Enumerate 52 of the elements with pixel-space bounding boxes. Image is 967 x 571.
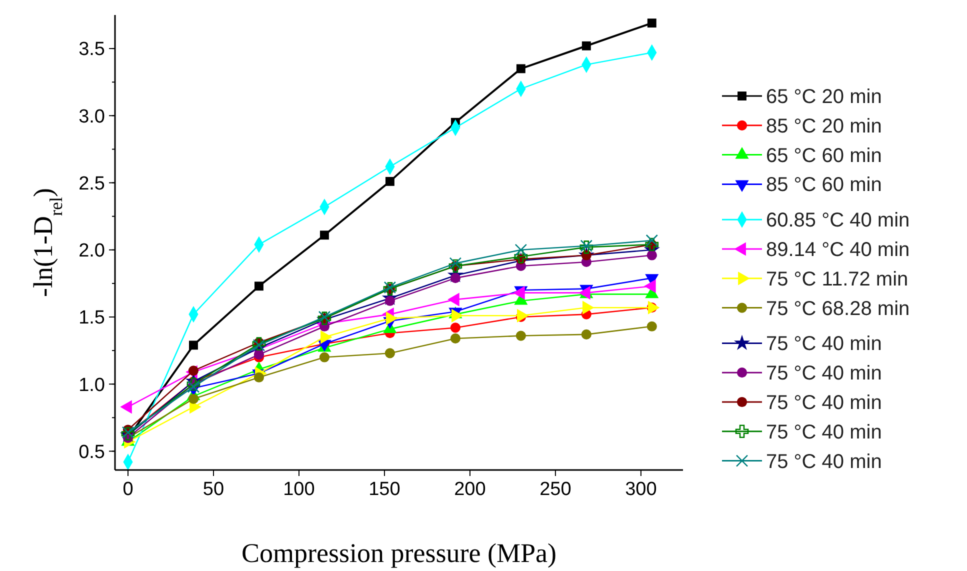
x-tick-label: 100 <box>283 479 315 500</box>
point <box>647 18 656 28</box>
point <box>581 329 592 340</box>
x-axis-title: Compression pressure (MPa) <box>242 538 556 568</box>
point <box>189 340 198 350</box>
point <box>514 250 528 264</box>
legend-label: 75 °C 68.28 min <box>766 298 910 320</box>
y-tick-label: 3.5 <box>78 39 105 60</box>
legend-label: 89.14 °C 40 min <box>766 239 910 261</box>
point <box>646 321 657 332</box>
legend-label: 60.85 °C 40 min <box>766 210 910 232</box>
legend-label: 75 °C 11.72 min <box>766 268 908 290</box>
legend-label: 85 °C 20 min <box>766 115 882 138</box>
x-tick-label: 200 <box>454 479 486 500</box>
point <box>450 322 460 333</box>
point <box>449 257 462 270</box>
y-tick-label: 0.5 <box>78 442 105 463</box>
point <box>384 348 395 358</box>
y-tick-label: 2.5 <box>78 173 105 194</box>
legend-label: 85 °C 60 min <box>766 174 882 196</box>
legend-label: 75 °C 40 min <box>766 450 882 473</box>
point <box>450 333 460 344</box>
point <box>188 394 199 404</box>
legend-label: 75 °C 40 min <box>766 333 882 356</box>
x-tick-label: 0 <box>122 479 134 500</box>
point <box>514 244 528 256</box>
point <box>254 372 264 382</box>
legend-label: 65 °C 20 min <box>766 86 882 108</box>
point <box>254 282 264 291</box>
point <box>320 230 329 240</box>
x-tick-label: 50 <box>202 479 224 500</box>
point <box>516 64 526 74</box>
point <box>385 176 394 186</box>
y-tick-label: 1.0 <box>78 374 105 396</box>
x-tick-label: 250 <box>540 479 572 500</box>
legend-label: 75 °C 40 min <box>766 362 882 385</box>
y-tick-label: 1.5 <box>78 308 105 329</box>
point <box>646 234 658 247</box>
x-tick-label: 300 <box>625 479 657 500</box>
legend-label: 75 °C 40 min <box>766 392 882 414</box>
point <box>516 330 526 341</box>
point <box>254 350 264 360</box>
y-tick-label: 3.0 <box>78 106 105 128</box>
point <box>646 250 657 260</box>
point <box>187 380 200 393</box>
x-tick-label: 150 <box>368 479 400 500</box>
y-tick-label: 2.0 <box>78 240 105 262</box>
point <box>319 352 330 362</box>
point <box>188 366 199 376</box>
legend-label: 65 °C 60 min <box>766 144 882 167</box>
point <box>582 41 591 50</box>
legend-label: 75 °C 40 min <box>766 421 882 444</box>
